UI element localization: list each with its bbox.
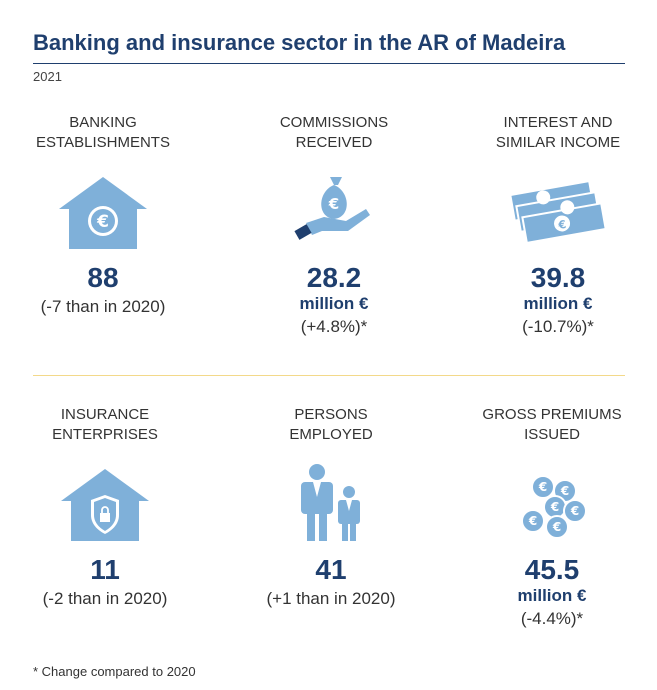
house-shield-icon	[61, 469, 149, 541]
indicator-unit: million €	[517, 586, 587, 605]
svg-text:€: €	[570, 504, 579, 518]
svg-text:€: €	[556, 218, 567, 232]
indicator-change: (-10.7%)*	[522, 317, 594, 336]
svg-text:€: €	[560, 484, 569, 498]
year-label: 2021	[33, 69, 62, 84]
svg-text:€: €	[96, 212, 109, 232]
indicator-label: COMMISSIONS RECEIVED	[279, 114, 389, 151]
indicator-unit: million €	[299, 294, 369, 313]
footnote: * Change compared to 2020	[33, 664, 196, 679]
indicator-value: 11	[90, 554, 120, 585]
people-icon	[301, 464, 360, 541]
indicator-value: 88	[87, 262, 119, 293]
svg-text:€: €	[538, 480, 547, 494]
indicator-change: (-4.4%)*	[520, 609, 584, 628]
indicator-gross-premiums: GROSS PREMIUMS ISSUED € € € € € € 45.5 millio…	[452, 405, 652, 628]
indicator-value: 41	[315, 554, 347, 585]
indicator-value: 45.5	[524, 554, 580, 585]
indicator-change: (+4.8%)*	[300, 317, 368, 336]
indicator-label: GROSS PREMIUMS ISSUED	[482, 406, 622, 443]
indicator-label: PERSONS EMPLOYED	[289, 406, 373, 443]
indicator-label: INSURANCE ENTERPRISES	[52, 406, 158, 443]
title-underline	[33, 63, 625, 64]
indicator-value: 39.8	[530, 262, 586, 293]
indicator-banking-establishments: BANKING ESTABLISHMENTS € 88 (-7 than in 2…	[3, 113, 203, 316]
indicator-label: INTEREST AND SIMILAR INCOME	[495, 114, 621, 151]
row-separator	[33, 375, 625, 376]
hand-moneybag-icon: €	[294, 177, 370, 240]
page-title: Banking and insurance sector in the AR o…	[33, 30, 566, 55]
svg-text:€: €	[528, 514, 537, 528]
indicator-label: BANKING ESTABLISHMENTS	[36, 114, 170, 151]
svg-text:€: €	[550, 500, 559, 514]
svg-text:€: €	[328, 195, 339, 213]
indicator-change: (-7 than in 2020)	[40, 297, 166, 316]
indicator-change: (+1 than in 2020)	[266, 589, 396, 608]
indicator-value: 28.2	[306, 262, 362, 293]
indicator-interest-income: INTEREST AND SIMILAR INCOME € 39.8 millio…	[458, 113, 657, 336]
indicator-commissions-received: COMMISSIONS RECEIVED € 28.2 million € (+4…	[234, 113, 434, 336]
indicator-insurance-enterprises: INSURANCE ENTERPRISES 11 (-2 than in 2020…	[5, 405, 205, 608]
indicator-change: (-2 than in 2020)	[42, 589, 168, 608]
euro-coins-icon: € €€ €€ €	[521, 475, 587, 539]
banknotes-icon: €	[509, 179, 607, 245]
indicator-unit: million €	[523, 294, 593, 313]
house-euro-icon: €	[59, 177, 147, 249]
indicator-persons-employed: PERSONS EMPLOYED 41 (+1 than in 2020)	[231, 405, 431, 608]
svg-text:€: €	[552, 520, 561, 534]
